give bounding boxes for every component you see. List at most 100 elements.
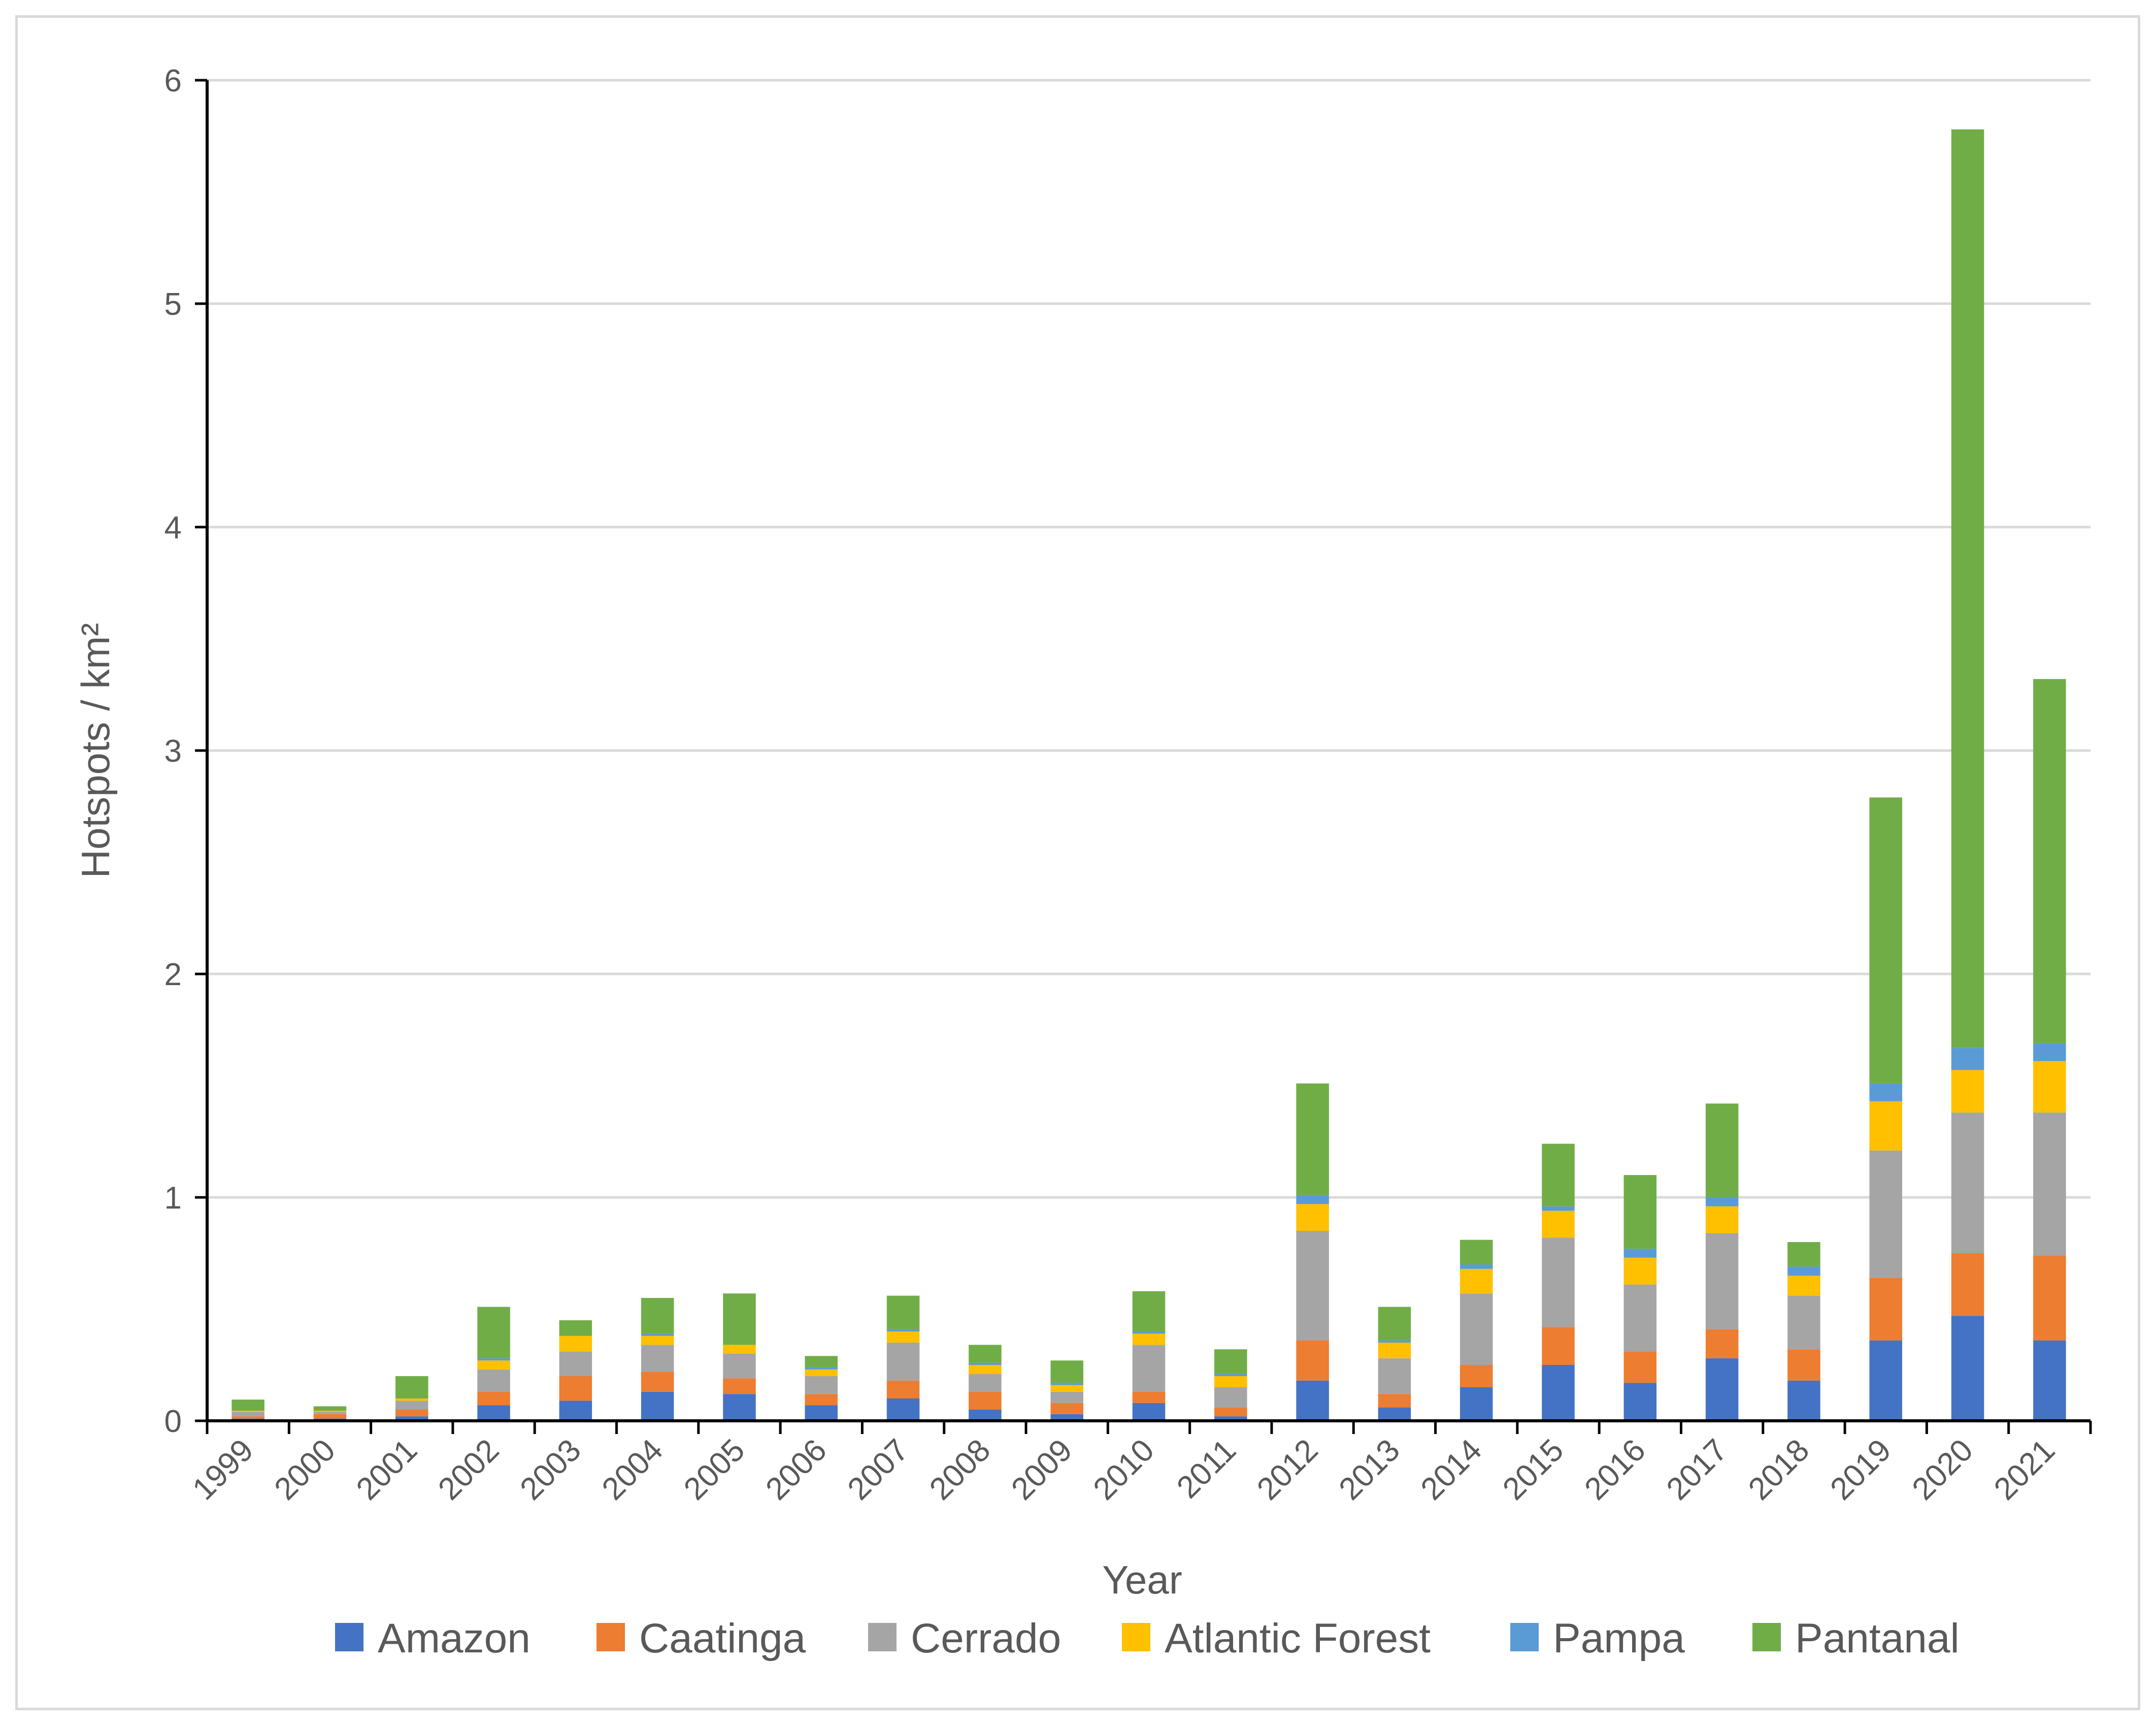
- x-tick-label: 2004: [595, 1432, 670, 1507]
- bar-segment-amazon: [969, 1410, 1002, 1421]
- bar-segment-cerrado: [1296, 1231, 1329, 1341]
- bar-segment-pampa: [886, 1329, 920, 1331]
- bar-segment-cerrado: [477, 1369, 510, 1392]
- bar-segment-caatinga: [2033, 1255, 2066, 1341]
- bar-segment-pantanal: [477, 1307, 510, 1358]
- bar-segment-caatinga: [1869, 1278, 1902, 1341]
- bar-segment-cerrado: [231, 1412, 264, 1417]
- bar-segment-pantanal: [2033, 679, 2066, 1044]
- x-tick-label: 2003: [513, 1432, 587, 1507]
- bar-segment-pantanal: [1378, 1307, 1411, 1341]
- x-tick-labels: 1999 2000 2001 2002 2003 2004 2005 2006 2007 2008…: [186, 1432, 2062, 1507]
- x-tick-label: 2012: [1250, 1432, 1324, 1507]
- bar-segment-amazon: [886, 1398, 920, 1421]
- bar-segment-cerrado: [805, 1376, 838, 1394]
- bar-segment-pantanal: [313, 1406, 347, 1411]
- bar-segment-pampa: [1542, 1206, 1575, 1211]
- bar-segment-pantanal: [1951, 129, 1984, 1048]
- bar-segment-pantanal: [559, 1320, 592, 1336]
- bar-segment-cerrado: [1214, 1387, 1247, 1408]
- bar-segment-pantanal: [886, 1295, 920, 1329]
- bar-segment-pantanal: [723, 1293, 756, 1345]
- bar-segment-atlantic-forest: [2033, 1061, 2066, 1113]
- x-tick-label: 2018: [1742, 1432, 1816, 1507]
- bar-segment-pampa: [1623, 1249, 1657, 1258]
- y-axis-title: Hotspots / km²: [73, 623, 118, 878]
- y-tick-label: 5: [164, 287, 182, 322]
- bar-segment-amazon: [723, 1394, 756, 1421]
- bar-segment-caatinga: [886, 1380, 920, 1398]
- bar-segment-cerrado: [1623, 1284, 1657, 1352]
- y-tick-label: 2: [164, 957, 182, 992]
- bar-segment-atlantic-forest: [1869, 1101, 1902, 1151]
- bar-segment-atlantic-forest: [1705, 1206, 1739, 1233]
- bar-segment-atlantic-forest: [1460, 1268, 1493, 1294]
- bar-segment-caatinga: [1296, 1340, 1329, 1381]
- bar-segment-cerrado: [313, 1412, 347, 1414]
- bar-segment-caatinga: [1787, 1349, 1820, 1381]
- bar-segment-atlantic-forest: [231, 1411, 264, 1412]
- legend-swatch-caatinga: [596, 1623, 625, 1651]
- bar-segment-amazon: [1869, 1340, 1902, 1421]
- legend-label: Pantanal: [1795, 1615, 1960, 1662]
- bar-segment-pampa: [1132, 1331, 1166, 1334]
- x-tick-label: 2016: [1578, 1432, 1652, 1507]
- bar-segment-pantanal: [231, 1399, 264, 1411]
- y-tick-label: 1: [164, 1181, 182, 1216]
- x-tick-label: 2020: [1906, 1432, 1980, 1507]
- bar-segment-amazon: [1460, 1387, 1493, 1421]
- bar-segment-pantanal: [1623, 1175, 1657, 1249]
- x-tick-label: 2002: [432, 1432, 506, 1507]
- x-tick-label: 2014: [1414, 1432, 1488, 1507]
- bar-segment-pampa: [1951, 1048, 1984, 1070]
- bar-segment-amazon: [559, 1401, 592, 1421]
- bar-segment-pantanal: [641, 1298, 674, 1334]
- bar-segment-caatinga: [805, 1394, 838, 1406]
- bar-segment-amazon: [1542, 1365, 1575, 1421]
- legend-label: Caatinga: [639, 1615, 806, 1662]
- bar-segment-atlantic-forest: [641, 1336, 674, 1345]
- bar-segment-caatinga: [1460, 1365, 1493, 1387]
- bar-segment-atlantic-forest: [477, 1360, 510, 1370]
- bar-segment-caatinga: [1623, 1351, 1657, 1383]
- bar-segment-pantanal: [1296, 1083, 1329, 1195]
- legend-swatch-atlantic-forest: [1122, 1623, 1150, 1651]
- bar-segment-atlantic-forest: [723, 1345, 756, 1354]
- bar-segment-pantanal: [1869, 797, 1902, 1084]
- bar-segment-cerrado: [1378, 1358, 1411, 1394]
- bar-segment-pampa: [805, 1367, 838, 1370]
- y-tick-label: 3: [164, 734, 182, 769]
- bar-segment-caatinga: [395, 1410, 428, 1417]
- bar-segment-atlantic-forest: [1050, 1385, 1083, 1392]
- bar-segment-atlantic-forest: [1132, 1333, 1166, 1345]
- bar-segment-atlantic-forest: [1787, 1276, 1820, 1296]
- bar-segment-pantanal: [1542, 1144, 1575, 1207]
- x-tick-label: 2021: [1987, 1432, 2062, 1507]
- bar-segment-caatinga: [969, 1391, 1002, 1410]
- bar-segment-amazon: [1623, 1383, 1657, 1421]
- bar-segment-caatinga: [1705, 1329, 1739, 1358]
- bar-segment-cerrado: [1869, 1150, 1902, 1278]
- bar-segment-pampa: [969, 1362, 1002, 1365]
- x-tick-label: 2009: [1005, 1432, 1079, 1507]
- legend-label: Cerrado: [911, 1615, 1061, 1662]
- bar-segment-caatinga: [723, 1378, 756, 1394]
- bar-segment-cerrado: [723, 1354, 756, 1379]
- legend-swatch-amazon: [335, 1623, 363, 1651]
- bar-segment-amazon: [2033, 1340, 2066, 1421]
- bar-segment-caatinga: [641, 1372, 674, 1392]
- legend-label: Atlantic Forest: [1165, 1615, 1431, 1662]
- bar-segment-cerrado: [2033, 1112, 2066, 1256]
- bar-segment-cerrado: [1951, 1112, 1984, 1253]
- x-tick-label: 2013: [1332, 1432, 1406, 1507]
- bar-segment-pantanal: [805, 1356, 838, 1367]
- bar-segment-amazon: [1705, 1358, 1739, 1421]
- bar-segment-cerrado: [969, 1374, 1002, 1392]
- x-tick-label: 2001: [350, 1432, 424, 1507]
- bar-segment-amazon: [1296, 1380, 1329, 1421]
- bar-segment-pantanal: [969, 1345, 1002, 1363]
- bar-segment-caatinga: [1132, 1391, 1166, 1403]
- bar-segment-amazon: [1951, 1316, 1984, 1421]
- x-tick-label: 2006: [759, 1432, 833, 1507]
